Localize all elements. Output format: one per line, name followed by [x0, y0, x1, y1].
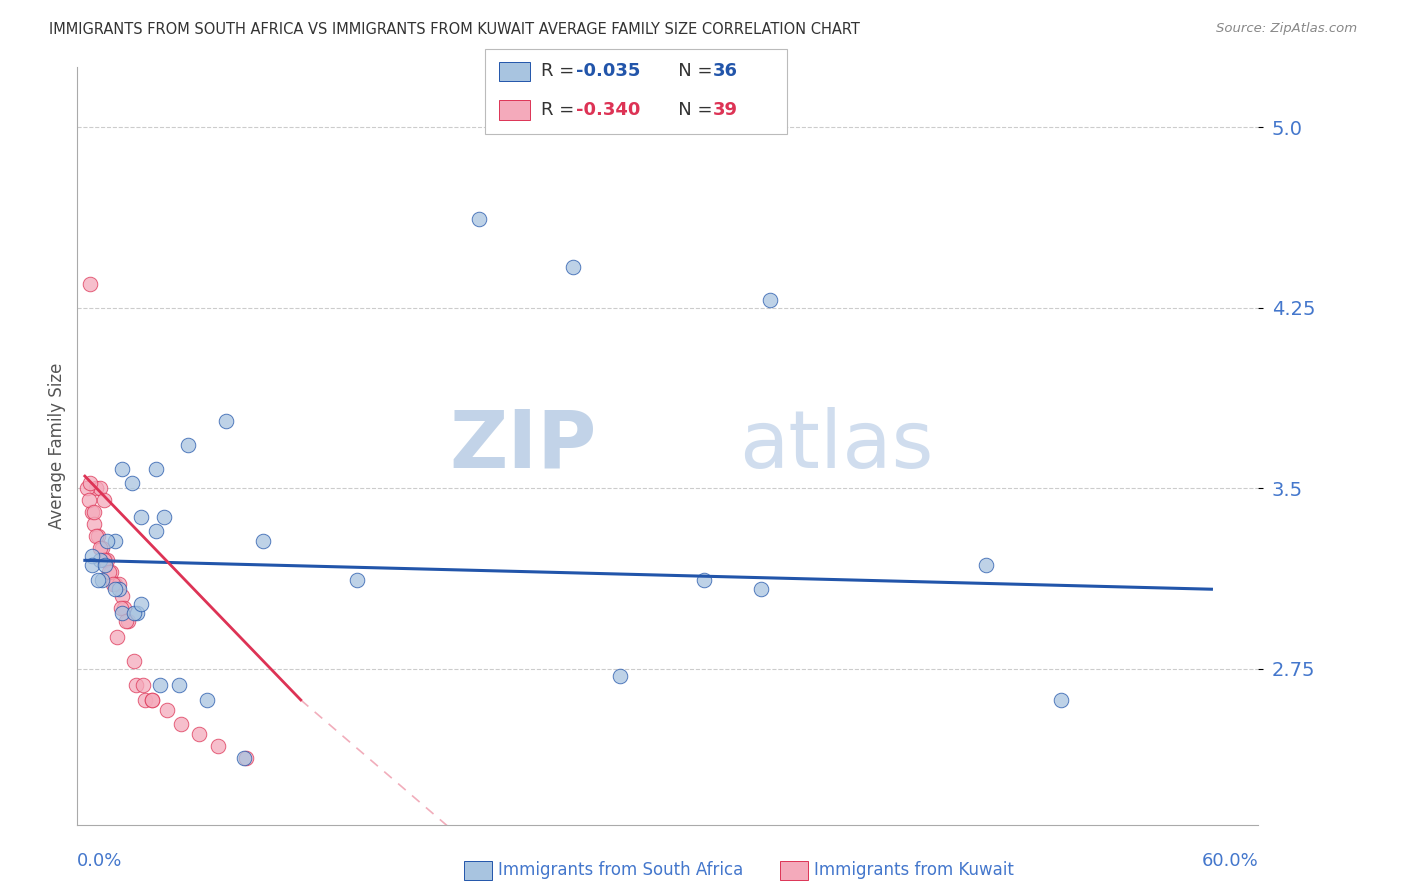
Point — [96, 534, 118, 549]
Text: 39: 39 — [713, 101, 738, 119]
Point — [112, 601, 135, 615]
Point — [93, 493, 115, 508]
Point — [609, 669, 631, 683]
Point — [82, 505, 104, 519]
Point — [110, 601, 132, 615]
Point — [759, 293, 782, 308]
Point — [77, 493, 100, 508]
Point — [141, 693, 163, 707]
Point — [145, 462, 167, 476]
Point — [100, 566, 122, 580]
Point — [145, 524, 167, 539]
Point — [129, 597, 152, 611]
Point — [156, 702, 179, 716]
Point — [111, 590, 134, 604]
Point — [104, 582, 127, 597]
Point — [562, 260, 585, 274]
Point — [94, 558, 117, 573]
Text: atlas: atlas — [738, 407, 934, 485]
Point — [149, 678, 172, 692]
Point — [117, 614, 139, 628]
Point — [122, 607, 145, 621]
Point — [111, 607, 134, 621]
Point — [107, 582, 129, 597]
Point — [749, 582, 772, 597]
Point — [124, 678, 146, 692]
Point — [207, 739, 229, 753]
Point — [79, 277, 101, 291]
Point — [90, 541, 112, 556]
Point — [121, 476, 143, 491]
Point — [693, 573, 716, 587]
Text: Immigrants from Kuwait: Immigrants from Kuwait — [814, 861, 1014, 879]
Point — [468, 211, 491, 226]
Point — [177, 438, 200, 452]
Point — [129, 510, 152, 524]
Text: -0.035: -0.035 — [576, 62, 641, 80]
Text: N =: N = — [661, 101, 718, 119]
Point — [235, 750, 257, 764]
Y-axis label: Average Family Size: Average Family Size — [48, 363, 66, 529]
Text: 60.0%: 60.0% — [1202, 852, 1258, 870]
Point — [169, 717, 191, 731]
Point — [82, 558, 104, 573]
Point — [98, 566, 121, 580]
Point — [134, 693, 156, 707]
Point — [974, 558, 997, 573]
Point — [115, 614, 138, 628]
Point — [101, 577, 124, 591]
Point — [89, 481, 111, 495]
Text: IMMIGRANTS FROM SOUTH AFRICA VS IMMIGRANTS FROM KUWAIT AVERAGE FAMILY SIZE CORRE: IMMIGRANTS FROM SOUTH AFRICA VS IMMIGRAN… — [49, 22, 860, 37]
Point — [90, 573, 112, 587]
Point — [89, 541, 111, 556]
Point — [127, 607, 149, 621]
Point — [104, 534, 127, 549]
Point — [188, 726, 211, 740]
Point — [87, 529, 110, 543]
Text: Source: ZipAtlas.com: Source: ZipAtlas.com — [1216, 22, 1357, 36]
Point — [94, 553, 117, 567]
Point — [82, 549, 104, 563]
Point — [107, 577, 129, 591]
Point — [89, 553, 111, 567]
Point — [83, 517, 105, 532]
Point — [1050, 693, 1073, 707]
Point — [195, 693, 218, 707]
Point — [76, 481, 98, 495]
Point — [111, 462, 134, 476]
Point — [84, 529, 107, 543]
Text: Immigrants from South Africa: Immigrants from South Africa — [498, 861, 742, 879]
Point — [141, 693, 163, 707]
Point — [122, 655, 145, 669]
Point — [215, 414, 238, 428]
Text: -0.340: -0.340 — [576, 101, 641, 119]
Point — [93, 553, 115, 567]
Point — [252, 534, 274, 549]
Point — [132, 678, 155, 692]
Point — [83, 505, 105, 519]
Point — [87, 573, 110, 587]
Point — [233, 750, 256, 764]
Point — [105, 631, 128, 645]
Text: 36: 36 — [713, 62, 738, 80]
Text: ZIP: ZIP — [450, 407, 598, 485]
Point — [346, 573, 368, 587]
Point — [167, 678, 190, 692]
Text: R =: R = — [541, 101, 581, 119]
Point — [152, 510, 174, 524]
Point — [104, 577, 127, 591]
Point — [84, 481, 107, 495]
Text: 0.0%: 0.0% — [77, 852, 122, 870]
Text: R =: R = — [541, 62, 581, 80]
Point — [96, 553, 118, 567]
Text: N =: N = — [661, 62, 718, 80]
Point — [79, 476, 101, 491]
